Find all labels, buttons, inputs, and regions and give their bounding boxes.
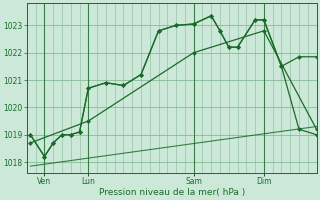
X-axis label: Pression niveau de la mer( hPa ): Pression niveau de la mer( hPa ) (99, 188, 245, 197)
